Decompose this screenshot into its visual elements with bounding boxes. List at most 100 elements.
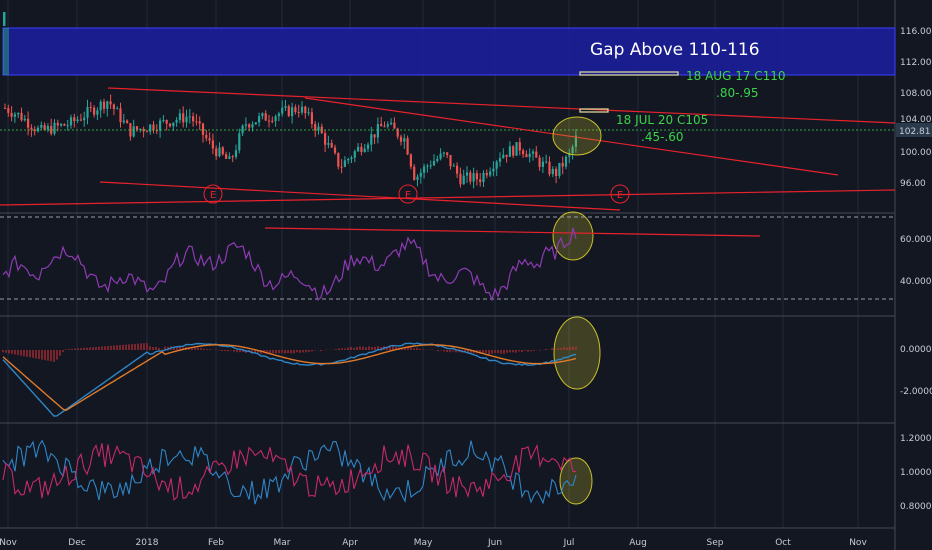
- candle-body: [330, 142, 333, 148]
- candle-body: [551, 168, 554, 175]
- candle-body: [126, 120, 129, 124]
- gap-zone[interactable]: [2, 27, 896, 76]
- candle-body: [201, 123, 205, 135]
- candle-body: [215, 148, 218, 157]
- earnings-marker[interactable]: [610, 184, 630, 204]
- candle-body: [281, 107, 284, 114]
- candle-body: [79, 119, 82, 121]
- trendline-support-upper[interactable]: [99, 181, 621, 211]
- earnings-marker[interactable]: [398, 184, 418, 204]
- candle-body: [419, 172, 422, 177]
- earnings-marker[interactable]: [203, 184, 223, 204]
- candle-body: [333, 147, 337, 153]
- candle-body: [27, 118, 30, 128]
- candle-body: [508, 146, 511, 157]
- ratio-tick: 0.8000: [900, 502, 932, 512]
- rsi-trendline[interactable]: [264, 227, 761, 237]
- candle-body: [380, 124, 383, 127]
- candle-body: [432, 161, 436, 166]
- gap-zone-edge: [3, 28, 9, 75]
- candle-body: [531, 151, 535, 154]
- ratio-tick: 1.2000: [900, 434, 932, 444]
- rsi-tick: 60.0000: [900, 235, 932, 245]
- candle-body: [294, 107, 297, 112]
- candle-body: [465, 172, 469, 176]
- price-axis: 116.00 112.00 108.00 104.00 100.00 96.00: [900, 27, 932, 189]
- candle-body: [46, 125, 49, 130]
- candle-body: [502, 154, 505, 159]
- candle-body: [571, 146, 574, 154]
- candle-body: [406, 138, 409, 155]
- candle-body: [495, 161, 498, 169]
- candle-body: [287, 106, 290, 117]
- candle-body: [403, 138, 406, 142]
- candle-body: [198, 121, 201, 124]
- candle-body: [36, 127, 40, 132]
- candle-body: [512, 146, 515, 156]
- candle-body: [99, 101, 102, 111]
- candle-body: [56, 122, 59, 126]
- earnings-markers[interactable]: E E E: [203, 184, 630, 204]
- candle-body: [244, 124, 247, 126]
- candle-body: [426, 165, 429, 167]
- candle-body: [317, 126, 320, 131]
- option2-price: .45-.60: [641, 130, 684, 144]
- candle-body: [106, 101, 109, 109]
- candle-body: [423, 166, 426, 173]
- candle-body: [135, 126, 139, 130]
- time-axis-label: Dec: [68, 538, 85, 548]
- candle-body: [469, 172, 472, 182]
- trendline-support-lower[interactable]: [0, 189, 896, 206]
- candle-body: [489, 171, 492, 176]
- candle-body: [267, 120, 271, 122]
- candle-body: [545, 161, 548, 163]
- candle-body: [485, 172, 488, 176]
- candle-body: [548, 161, 551, 175]
- macd-axis: 0.0000 -2.0000: [900, 345, 932, 397]
- time-axis-label: Jul: [563, 538, 575, 548]
- candle-body: [409, 154, 412, 167]
- candle-body: [73, 117, 76, 122]
- trendline-upper-resistance[interactable]: [107, 87, 896, 124]
- candle-body: [96, 110, 99, 115]
- candle-body: [525, 154, 528, 158]
- candle-body: [304, 106, 307, 114]
- candle-body: [310, 112, 313, 124]
- rsi-line: [2, 227, 577, 302]
- candle-body: [172, 122, 175, 127]
- candle-body: [449, 155, 452, 167]
- option1-marker[interactable]: [579, 71, 679, 76]
- candle-body: [139, 128, 142, 130]
- candle-body: [116, 108, 119, 110]
- candle-body: [498, 158, 502, 162]
- candle-body: [357, 146, 360, 152]
- candle-body: [413, 166, 416, 180]
- candle-body: [192, 116, 195, 122]
- macd-line: [2, 342, 577, 417]
- rsi-axis: 60.0000 40.0000: [900, 235, 932, 287]
- price-tick: 112.00: [900, 58, 932, 68]
- last-price-tag: [896, 123, 932, 137]
- candle-body: [17, 112, 20, 115]
- candle-body: [442, 152, 445, 154]
- time-axis-label: Nov: [849, 538, 867, 548]
- price-tick: 116.00: [900, 27, 932, 37]
- candle-body: [271, 120, 274, 122]
- candle-body: [122, 120, 125, 123]
- candle-body: [162, 120, 165, 122]
- time-axis-label: Apr: [342, 538, 358, 548]
- candle-body: [205, 134, 208, 139]
- trendline-descending[interactable]: [304, 97, 839, 176]
- candle-body: [142, 128, 145, 132]
- trendlines[interactable]: [0, 87, 896, 211]
- candle-body: [251, 124, 254, 128]
- vertical-gridlines: [7, 0, 859, 528]
- option2-marker[interactable]: [579, 108, 609, 113]
- candle-body: [149, 124, 152, 132]
- earnings-marker-label: E: [405, 190, 411, 201]
- option1-label: 18 AUG 17 C110: [686, 69, 786, 83]
- candle-body: [436, 158, 439, 162]
- candle-body: [238, 133, 241, 151]
